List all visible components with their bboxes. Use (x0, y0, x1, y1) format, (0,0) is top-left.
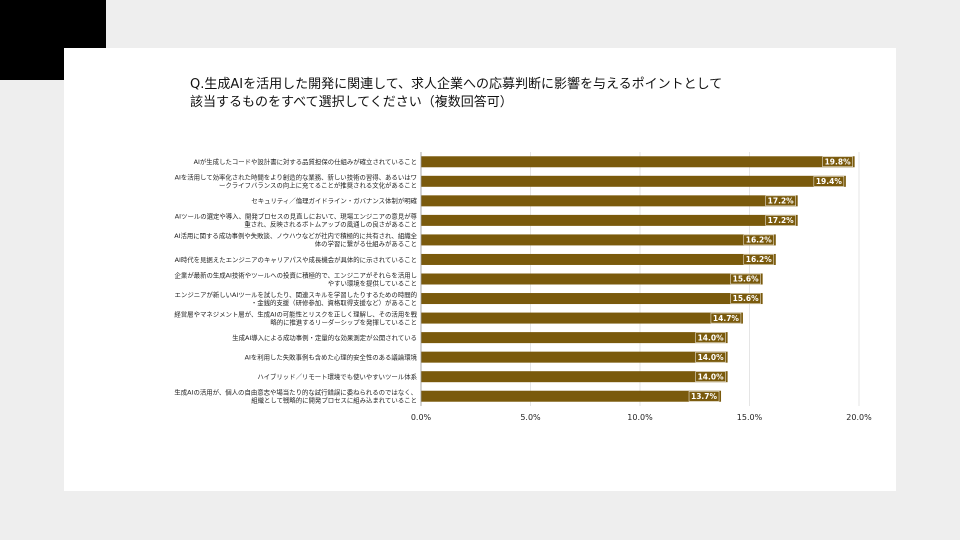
value-label: 17.2% (768, 197, 795, 206)
value-label-bg (765, 195, 796, 207)
bar (421, 234, 776, 246)
question-title: Q.生成AIを活用した開発に関連して、求人企業への応募判断に影響を与えるポイント… (190, 76, 830, 112)
value-label-bg (765, 215, 796, 226)
value-label-bg (730, 273, 761, 285)
value-label-bg (822, 156, 853, 168)
category-label: AI時代を見据えたエンジニアのキャリアパスや成長機会が具体的に示されていること (175, 255, 417, 264)
bar (421, 156, 855, 168)
category-label: AIを活用して効率化された時間をより創造的な業務、新しい技術の習得、あるいはワ (175, 173, 417, 182)
category-label: 経営層やマネジメント層が、生成AIの可能性とリスクを正しく理解し、その活用を戦 (174, 309, 417, 318)
slide-panel (64, 48, 896, 491)
value-label: 17.2% (768, 216, 795, 225)
bar (421, 214, 798, 226)
bar (421, 175, 846, 187)
category-label: エンジニアが新しいAIツールを試したり、関連スキルを学習したりするための時間的 (175, 290, 417, 299)
value-label-bg (813, 176, 845, 187)
category-label: やすい環境を提供していること (328, 278, 417, 287)
category-label: AI活用に関する成功事例や失敗談、ノウハウなどが社内で積極的に共有され、組織全 (174, 231, 417, 240)
value-label-bg (710, 312, 742, 324)
value-label-bg (743, 234, 775, 246)
x-tick-label: 15.0% (737, 413, 763, 422)
question-line-1: Q.生成AIを活用した開発に関連して、求人企業への応募判断に影響を与えるポイント… (190, 77, 723, 92)
category-label: ークライフバランスの向上に充てることが推奨される文化があること (219, 181, 417, 190)
category-label: 重され、反映されるボトムアップの風通しの良さがあること (244, 220, 417, 229)
bar (421, 332, 728, 344)
value-label: 16.2% (746, 236, 773, 245)
bar (421, 371, 728, 383)
value-label-bg (743, 254, 775, 265)
category-label: セキュリティ／倫理ガイドライン・ガバナンス体制が明確 (251, 196, 417, 205)
value-label: 19.8% (825, 157, 852, 166)
value-label-bg (695, 371, 726, 382)
bar (421, 253, 776, 265)
category-label: 組織として戦略的に開発プロセスに組み込まれていること (251, 396, 417, 405)
bar (421, 293, 763, 305)
bar (421, 273, 763, 285)
question-line-2: 該当するものをすべて選択してください（複数回答可） (190, 95, 513, 110)
value-label: 14.7% (713, 314, 740, 323)
category-label: 生成AIの活用が、個人の自由意志や場当たり的な試行錯誤に委ねられるのではなく、 (174, 388, 417, 397)
bar (421, 312, 743, 324)
category-label: AIツールの選定や導入、開発プロセスの見直しにおいて、現場エンジニアの意見が尊 (175, 212, 418, 221)
value-label: 16.2% (746, 255, 773, 264)
bar (421, 390, 722, 402)
value-label: 13.7% (691, 392, 718, 401)
bar (421, 351, 728, 363)
category-label: 企業が最新の生成AI技術やツールへの投資に積極的で、エンジニアがそれらを活用し (175, 270, 417, 279)
category-label: ・金銭的支援（研修参加、資格取得支援など）があること (251, 298, 417, 307)
value-label: 15.6% (733, 275, 760, 284)
value-label: 19.4% (816, 177, 843, 186)
value-label-bg (695, 351, 726, 363)
value-label: 15.6% (733, 294, 760, 303)
bar (421, 195, 798, 207)
x-tick-label: 20.0% (846, 413, 872, 422)
value-label: 14.0% (698, 372, 725, 381)
category-label: 略的に推進するリーダーシップを発揮していること (270, 317, 417, 326)
value-label-bg (688, 390, 720, 402)
value-label: 14.0% (698, 353, 725, 362)
x-tick-label: 10.0% (627, 413, 653, 422)
value-label-bg (730, 293, 761, 304)
value-label: 14.0% (698, 333, 725, 342)
category-label: 生成AI導入による成功事例・定量的な効果測定が公開されている (232, 333, 417, 342)
x-tick-label: 0.0% (411, 413, 432, 422)
category-label: AIが生成したコードや設計書に対する品質担保の仕組みが確立されていること (194, 157, 417, 166)
category-label: 体の学習に繋がる仕組みがあること (315, 239, 417, 248)
category-label: ハイブリッド／リモート環境でも使いやすいツール体系 (257, 372, 417, 381)
category-label: AIを利用した失敗事例も含めた心理的安全性のある議論環境 (245, 352, 418, 361)
x-tick-label: 5.0% (520, 413, 541, 422)
value-label-bg (695, 332, 726, 343)
